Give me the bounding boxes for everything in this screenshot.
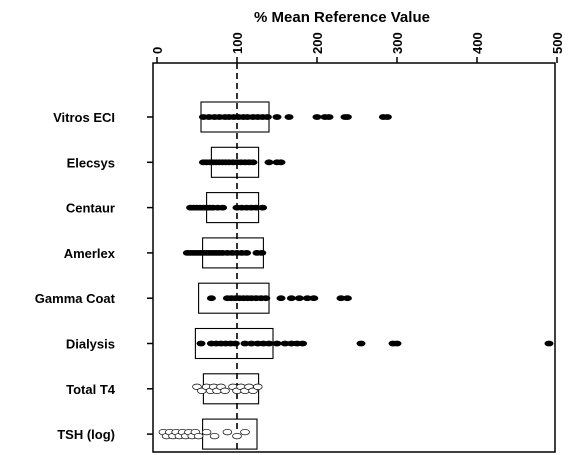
x-tick-label-500: 500 xyxy=(550,32,565,54)
point-gamma-coat-17 xyxy=(342,295,352,302)
point-tsh-log-15 xyxy=(232,432,242,440)
point-dialysis-20 xyxy=(544,340,554,347)
point-elecsys-15 xyxy=(264,159,274,166)
point-gamma-coat-15 xyxy=(309,295,319,302)
category-label-gamma-coat: Gamma Coat xyxy=(35,291,116,306)
point-tsh-log-16 xyxy=(240,428,250,436)
point-centaur-15 xyxy=(258,204,268,211)
x-tick-label-300: 300 xyxy=(390,32,405,54)
point-tsh-log-13 xyxy=(209,432,220,440)
point-vitros-eci-20 xyxy=(342,114,352,120)
point-dialysis-17 xyxy=(356,340,366,347)
point-vitros-eci-18 xyxy=(324,114,334,120)
point-gamma-coat-10 xyxy=(261,295,271,302)
point-tsh-log-12 xyxy=(201,428,212,436)
point-vitros-eci-14 xyxy=(272,114,282,120)
category-label-amerlex: Amerlex xyxy=(64,246,116,261)
category-label-vitros-eci: Vitros ECI xyxy=(53,110,115,125)
category-label-total-t4: Total T4 xyxy=(66,382,116,397)
category-label-dialysis: Dialysis xyxy=(66,337,115,352)
x-tick-label-100: 100 xyxy=(230,32,245,54)
point-total-t4-14 xyxy=(253,383,263,390)
point-gamma-coat-11 xyxy=(276,295,286,302)
point-centaur-9 xyxy=(218,204,228,211)
point-vitros-eci-22 xyxy=(382,114,392,120)
point-amerlex-16 xyxy=(242,249,252,256)
point-tsh-log-11 xyxy=(193,432,204,440)
point-dialysis-0 xyxy=(196,340,206,347)
x-tick-label-0: 0 xyxy=(150,47,165,54)
x-tick-label-200: 200 xyxy=(310,32,325,54)
point-dialysis-16 xyxy=(298,340,308,347)
point-tsh-log-14 xyxy=(222,428,233,436)
plot-frame xyxy=(152,62,556,453)
chart-title: % Mean Reference Value xyxy=(254,9,430,26)
point-gamma-coat-0 xyxy=(206,295,216,302)
point-elecsys-14 xyxy=(248,159,258,166)
point-dialysis-6 xyxy=(230,340,240,347)
x-tick-label-400: 400 xyxy=(470,32,485,54)
point-vitros-eci-16 xyxy=(312,114,322,120)
point-elecsys-17 xyxy=(276,159,286,166)
point-amerlex-18 xyxy=(257,249,267,256)
point-vitros-eci-13 xyxy=(262,114,272,120)
point-vitros-eci-15 xyxy=(284,114,294,120)
point-dialysis-11 xyxy=(264,340,274,347)
category-label-centaur: Centaur xyxy=(66,201,115,216)
category-label-elecsys: Elecsys xyxy=(67,155,115,170)
point-total-t4-7 xyxy=(220,387,230,394)
point-gamma-coat-13 xyxy=(294,295,304,302)
point-dialysis-12 xyxy=(272,340,282,347)
category-label-tsh-log: TSH (log) xyxy=(57,427,115,442)
point-dialysis-19 xyxy=(392,340,402,347)
point-gamma-coat-12 xyxy=(286,295,296,302)
